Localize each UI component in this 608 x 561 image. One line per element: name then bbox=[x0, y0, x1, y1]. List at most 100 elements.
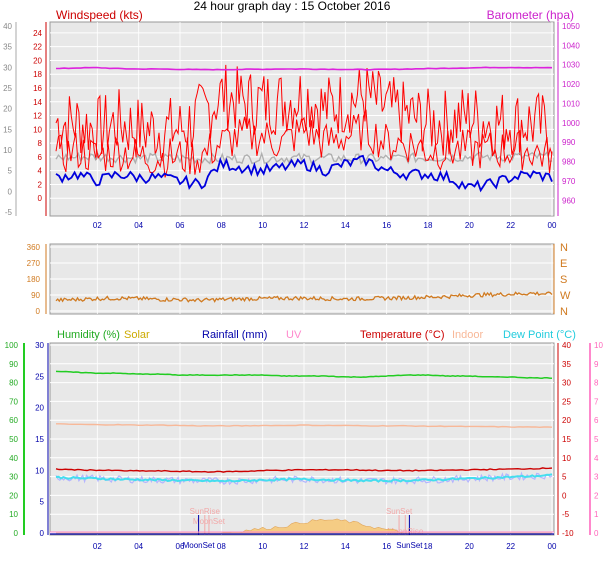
temperature-tick-label: 30 bbox=[562, 379, 571, 388]
uv-tick-label: 6 bbox=[594, 416, 599, 425]
wind-x-tick-label: 18 bbox=[424, 221, 433, 230]
event-label: MoonSet bbox=[183, 541, 216, 550]
wind-x-tick-label: 06 bbox=[176, 221, 185, 230]
barometer-tick-label: 1000 bbox=[562, 119, 580, 128]
wind-outer-tick-label: 20 bbox=[3, 105, 12, 114]
barometer-tick-label: 1030 bbox=[562, 61, 580, 70]
windspeed-grey-band bbox=[55, 150, 553, 166]
wind-x-tick-label: 04 bbox=[134, 221, 143, 230]
humidity-tick-label: 50 bbox=[9, 435, 18, 444]
rainfall-legend: Rainfall (mm) bbox=[202, 329, 267, 341]
temperature-tick-label: 20 bbox=[562, 416, 571, 425]
humidity-x-tick-label: 04 bbox=[134, 542, 143, 551]
wind-outer-tick-label: 30 bbox=[3, 63, 12, 72]
wind-tick-label: 22 bbox=[33, 43, 42, 52]
barometer-tick-label: 960 bbox=[562, 196, 576, 205]
wind-tick-label: 16 bbox=[33, 84, 42, 93]
direction-tick-label: 270 bbox=[27, 259, 41, 268]
wind-outer-tick-label: 10 bbox=[3, 146, 12, 155]
temperature-tick-label: 35 bbox=[562, 360, 571, 369]
wind-x-tick-label: 00 bbox=[548, 221, 557, 230]
wind-tick-label: 6 bbox=[38, 153, 43, 162]
humidity-x-tick-label: 10 bbox=[258, 542, 267, 551]
wind-x-tick-label: 10 bbox=[258, 221, 267, 230]
wind-outer-tick-label: 35 bbox=[3, 43, 12, 52]
humidity-x-tick-label: 12 bbox=[300, 542, 309, 551]
wind-outer-tick-label: -5 bbox=[5, 208, 13, 217]
page-title: 24 hour graph day : 15 October 2016 bbox=[194, 0, 391, 13]
wind-x-tick-label: 16 bbox=[382, 221, 391, 230]
humidity-x-tick-label: 02 bbox=[93, 542, 102, 551]
solar-series-area bbox=[56, 518, 552, 534]
humidity-tick-label: 90 bbox=[9, 360, 18, 369]
barometer-tick-label: 990 bbox=[562, 138, 576, 147]
event-label: SunSet bbox=[396, 541, 423, 550]
indoor-legend: Indoor bbox=[452, 329, 484, 341]
solar-legend: Solar bbox=[124, 329, 150, 341]
wind-tick-label: 0 bbox=[38, 194, 43, 203]
windspeed-series-line bbox=[55, 109, 553, 178]
wind-tick-label: 12 bbox=[33, 112, 42, 121]
humidity-series-line bbox=[55, 370, 553, 379]
humidity-x-tick-label: 06 bbox=[176, 542, 185, 551]
event-label: MoonSet bbox=[193, 517, 226, 526]
rainfall-tick-label: 0 bbox=[40, 529, 45, 538]
humidity-tick-label: 60 bbox=[9, 416, 18, 425]
wind-tick-label: 20 bbox=[33, 56, 42, 65]
humidity-x-tick-label: 08 bbox=[217, 542, 226, 551]
humidity-x-tick-label: 22 bbox=[506, 542, 515, 551]
humidity-tick-label: 40 bbox=[9, 454, 18, 463]
uv-tick-label: 9 bbox=[594, 360, 599, 369]
wind-outer-tick-label: 5 bbox=[8, 167, 13, 176]
barometer-tick-label: 1010 bbox=[562, 99, 580, 108]
wind-outer-tick-label: 15 bbox=[3, 125, 12, 134]
temperature-tick-label: 15 bbox=[562, 435, 571, 444]
rainfall-tick-label: 30 bbox=[35, 341, 44, 350]
uv-tick-label: 5 bbox=[594, 435, 599, 444]
compass-label: S bbox=[560, 274, 567, 286]
wind-tick-label: 24 bbox=[33, 29, 42, 38]
gust-series-line bbox=[55, 64, 553, 163]
compass-label: N bbox=[560, 306, 568, 318]
temperature-tick-label: 10 bbox=[562, 454, 571, 463]
barometer-legend: Barometer (hpa) bbox=[487, 8, 574, 22]
dewpoint-series-line bbox=[55, 473, 553, 483]
humidity-x-tick-label: 18 bbox=[424, 542, 433, 551]
wind-tick-label: 14 bbox=[33, 98, 42, 107]
humidity-tick-label: 30 bbox=[9, 473, 18, 482]
temperature-series-line bbox=[55, 467, 553, 473]
rainfall-tick-label: 15 bbox=[35, 435, 44, 444]
indoor-series-line bbox=[56, 423, 553, 429]
humidity-tick-label: 80 bbox=[9, 379, 18, 388]
barometer-tick-label: 1050 bbox=[562, 22, 580, 31]
wind-average-series-line bbox=[55, 154, 553, 193]
humidity-x-tick-label: 14 bbox=[341, 542, 350, 551]
wind-outer-tick-label: 25 bbox=[3, 84, 12, 93]
uv-tick-label: 3 bbox=[594, 473, 599, 482]
uv-tick-label: 4 bbox=[594, 454, 599, 463]
event-label: SunSet bbox=[386, 507, 413, 516]
humidity-tick-label: 10 bbox=[9, 510, 18, 519]
wind-tick-label: 8 bbox=[38, 139, 43, 148]
wind-outer-tick-label: 0 bbox=[8, 187, 13, 196]
wind-x-tick-label: 20 bbox=[465, 221, 474, 230]
barometer-tick-label: 980 bbox=[562, 158, 576, 167]
temperature-tick-label: 25 bbox=[562, 397, 571, 406]
compass-label: E bbox=[560, 258, 567, 270]
direction-tick-label: 90 bbox=[31, 291, 40, 300]
temperature-tick-label: -5 bbox=[562, 510, 570, 519]
dewpoint-legend: Dew Point (°C) bbox=[503, 329, 576, 341]
wind-tick-label: 10 bbox=[33, 125, 42, 134]
temperature-tick-label: 0 bbox=[562, 491, 567, 500]
humidity-tick-label: 0 bbox=[14, 529, 19, 538]
direction-series-line bbox=[55, 291, 553, 303]
uv-tick-label: 2 bbox=[594, 491, 599, 500]
humidity-x-tick-label: 00 bbox=[548, 542, 557, 551]
rainfall-tick-label: 25 bbox=[35, 372, 44, 381]
wind-tick-label: 2 bbox=[38, 180, 43, 189]
uv-tick-label: 10 bbox=[594, 341, 603, 350]
wind-x-tick-label: 08 bbox=[217, 221, 226, 230]
